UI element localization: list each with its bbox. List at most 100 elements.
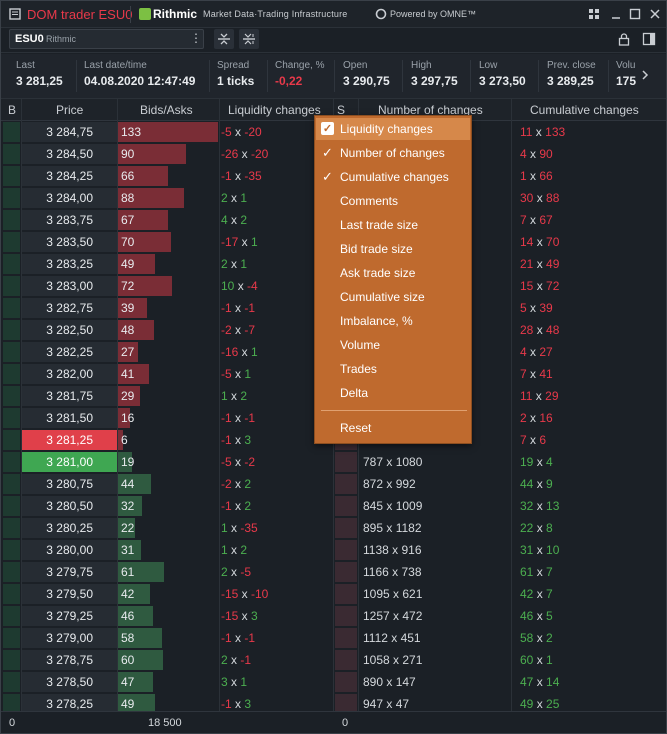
s-cell[interactable] — [335, 650, 357, 670]
b-cell[interactable] — [3, 188, 20, 208]
bids-asks-cell[interactable]: 66 — [118, 166, 218, 186]
dom-row[interactable]: 3 280,50 32 -1 x 2 845 x 1009 32 x 13 — [1, 495, 666, 517]
price-cell[interactable]: 3 283,50 — [22, 232, 117, 252]
menu-item-number-of-changes[interactable]: ✓ Number of changes — [316, 142, 470, 164]
price-cell[interactable]: 3 283,75 — [22, 210, 117, 230]
dom-row[interactable]: 3 280,25 22 1 x -35 895 x 1182 22 x 8 — [1, 517, 666, 539]
close-icon[interactable] — [648, 7, 662, 21]
symbol-selector[interactable]: ESU0 Rithmic ⋮ — [9, 29, 204, 49]
link-icon[interactable] — [587, 7, 601, 21]
dom-row[interactable]: 3 284,75 133 -5 x -20 11 x 133 — [1, 121, 666, 143]
price-cell[interactable]: 3 280,50 — [22, 496, 117, 516]
b-cell[interactable] — [3, 430, 20, 450]
price-cell[interactable]: 3 281,25 — [22, 430, 117, 450]
maximize-icon[interactable] — [628, 7, 642, 21]
s-cell[interactable] — [335, 606, 357, 626]
column-s[interactable]: S — [337, 103, 346, 117]
menu-item-delta[interactable]: Delta — [316, 382, 470, 404]
menu-item-imbalance[interactable]: Imbalance, % — [316, 310, 470, 332]
b-cell[interactable] — [3, 166, 20, 186]
menu-item-reset[interactable]: Reset — [316, 417, 470, 439]
column-liquidity-changes[interactable]: Liquidity changes — [228, 103, 321, 117]
bids-asks-cell[interactable]: 16 — [118, 408, 218, 428]
menu-item-cumulative-changes[interactable]: ✓ Cumulative changes — [316, 166, 470, 188]
b-cell[interactable] — [3, 232, 20, 252]
column-number-of-changes[interactable]: Number of changes — [378, 103, 483, 117]
b-cell[interactable] — [3, 122, 20, 142]
bids-asks-cell[interactable]: 61 — [118, 562, 218, 582]
dom-row[interactable]: 3 283,25 49 2 x 1 21 x 49 — [1, 253, 666, 275]
bids-asks-cell[interactable]: 67 — [118, 210, 218, 230]
b-cell[interactable] — [3, 540, 20, 560]
dom-row[interactable]: 3 278,75 60 2 x -1 1058 x 271 60 x 1 — [1, 649, 666, 671]
column-cumulative-changes[interactable]: Cumulative changes — [530, 103, 639, 117]
s-cell[interactable] — [335, 694, 357, 711]
menu-item-comments[interactable]: Comments — [316, 190, 470, 212]
b-cell[interactable] — [3, 672, 20, 692]
bids-asks-cell[interactable]: 44 — [118, 474, 218, 494]
menu-item-ask-trade-size[interactable]: Ask trade size — [316, 262, 470, 284]
b-cell[interactable] — [3, 474, 20, 494]
s-cell[interactable] — [335, 518, 357, 538]
bids-asks-cell[interactable]: 58 — [118, 628, 218, 648]
dom-row[interactable]: 3 281,00 19 -5 x -2 787 x 1080 19 x 4 — [1, 451, 666, 473]
menu-item-last-trade-size[interactable]: Last trade size — [316, 214, 470, 236]
s-cell[interactable] — [335, 672, 357, 692]
b-cell[interactable] — [3, 650, 20, 670]
b-cell[interactable] — [3, 562, 20, 582]
s-cell[interactable] — [335, 496, 357, 516]
column-price[interactable]: Price — [56, 103, 84, 117]
b-cell[interactable] — [3, 452, 20, 472]
bids-asks-cell[interactable]: 49 — [118, 694, 218, 711]
price-cell[interactable]: 3 281,00 — [22, 452, 117, 472]
price-cell[interactable]: 3 281,75 — [22, 386, 117, 406]
bids-asks-cell[interactable]: 29 — [118, 386, 218, 406]
bids-asks-cell[interactable]: 22 — [118, 518, 218, 538]
price-cell[interactable]: 3 278,50 — [22, 672, 117, 692]
dom-row[interactable]: 3 282,75 39 -1 x -1 5 x 39 — [1, 297, 666, 319]
b-cell[interactable] — [3, 364, 20, 384]
bids-asks-cell[interactable]: 49 — [118, 254, 218, 274]
price-cell[interactable]: 3 282,75 — [22, 298, 117, 318]
column-bids-asks[interactable]: Bids/Asks — [140, 103, 193, 117]
dom-row[interactable]: 3 280,00 31 1 x 2 1138 x 916 31 x 10 — [1, 539, 666, 561]
b-cell[interactable] — [3, 694, 20, 711]
app-menu-icon[interactable] — [8, 7, 22, 21]
price-cell[interactable]: 3 282,00 — [22, 364, 117, 384]
b-cell[interactable] — [3, 276, 20, 296]
b-cell[interactable] — [3, 496, 20, 516]
s-cell[interactable] — [335, 540, 357, 560]
price-cell[interactable]: 3 284,75 — [22, 122, 117, 142]
price-cell[interactable]: 3 279,50 — [22, 584, 117, 604]
auto-center-icon[interactable] — [239, 29, 259, 49]
menu-item-bid-trade-size[interactable]: Bid trade size — [316, 238, 470, 260]
dom-row[interactable]: 3 281,75 29 1 x 2 11 x 29 — [1, 385, 666, 407]
price-cell[interactable]: 3 279,00 — [22, 628, 117, 648]
price-cell[interactable]: 3 282,25 — [22, 342, 117, 362]
price-cell[interactable]: 3 280,75 — [22, 474, 117, 494]
bids-asks-cell[interactable]: 27 — [118, 342, 218, 362]
bids-asks-cell[interactable]: 32 — [118, 496, 218, 516]
b-cell[interactable] — [3, 386, 20, 406]
bids-asks-cell[interactable]: 42 — [118, 584, 218, 604]
bids-asks-cell[interactable]: 31 — [118, 540, 218, 560]
dom-row[interactable]: 3 284,00 88 2 x 1 30 x 88 — [1, 187, 666, 209]
lock-icon[interactable] — [614, 29, 634, 49]
price-cell[interactable]: 3 283,00 — [22, 276, 117, 296]
dom-row[interactable]: 3 281,25 6 -1 x 3 7 x 6 — [1, 429, 666, 451]
s-cell[interactable] — [335, 562, 357, 582]
menu-dots-icon[interactable]: ⋮ — [190, 31, 202, 45]
b-cell[interactable] — [3, 320, 20, 340]
b-cell[interactable] — [3, 254, 20, 274]
dom-row[interactable]: 3 279,00 58 -1 x -1 1112 x 451 58 x 2 — [1, 627, 666, 649]
b-cell[interactable] — [3, 408, 20, 428]
bids-asks-cell[interactable]: 47 — [118, 672, 218, 692]
price-cell[interactable]: 3 284,50 — [22, 144, 117, 164]
s-cell[interactable] — [335, 474, 357, 494]
bids-asks-cell[interactable]: 48 — [118, 320, 218, 340]
bids-asks-cell[interactable]: 6 — [118, 430, 218, 450]
menu-item-volume[interactable]: Volume — [316, 334, 470, 356]
b-cell[interactable] — [3, 584, 20, 604]
menu-item-cumulative-size[interactable]: Cumulative size — [316, 286, 470, 308]
price-cell[interactable]: 3 283,25 — [22, 254, 117, 274]
